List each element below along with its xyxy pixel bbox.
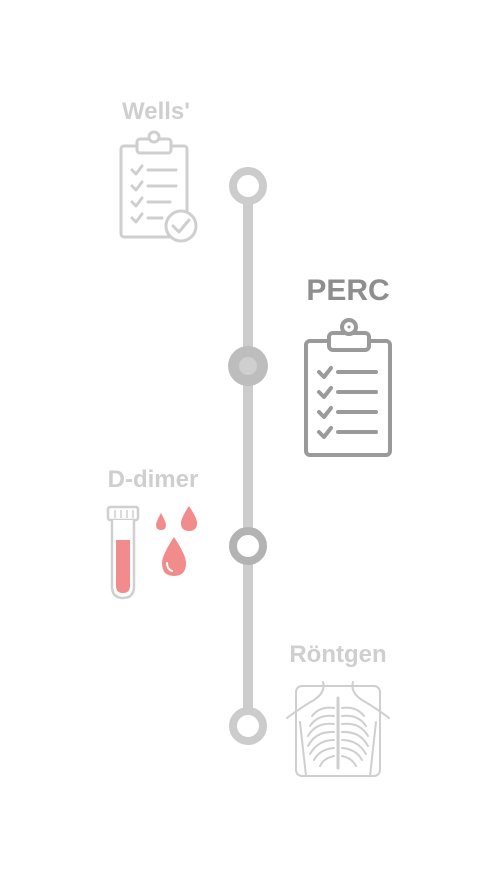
step-label-ddimer: D-dimer — [107, 466, 199, 493]
timeline-node-ddimer[interactable] — [229, 527, 267, 565]
blood-drops-icon — [156, 506, 197, 576]
step-label-perc: PERC — [306, 274, 390, 307]
timeline-node-wells[interactable] — [229, 167, 267, 205]
timeline-node-rontgen[interactable] — [229, 707, 267, 745]
timeline-node-perc[interactable] — [228, 346, 268, 386]
chest-xray-icon — [286, 681, 390, 777]
blood-test-tube-icon — [106, 505, 140, 600]
clipboard-checklist-icon — [304, 318, 392, 457]
step-label-wells: Wells' — [122, 98, 190, 125]
step-label-rontgen: Röntgen — [289, 641, 387, 668]
clipboard-check-icon — [119, 130, 198, 243]
